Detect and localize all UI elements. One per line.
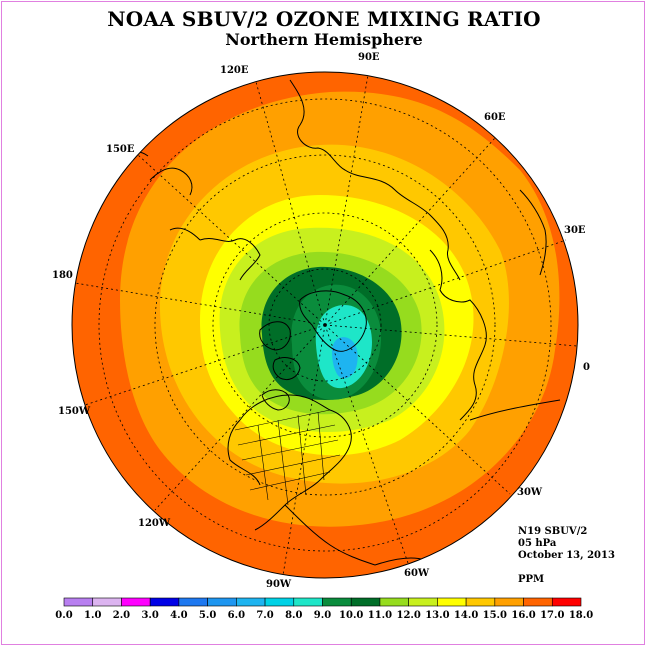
colorbar-swatch xyxy=(523,597,553,607)
colorbar-tick-label: 17.0 xyxy=(540,610,564,621)
colorbar-swatch xyxy=(293,597,323,607)
state-boundaries xyxy=(234,409,341,506)
colorbar-tick-label: 13.0 xyxy=(425,610,449,621)
lon-label-180: 180 xyxy=(52,270,73,281)
colorbar-tick-label: 1.0 xyxy=(84,610,101,621)
lon-label-30w: 30W xyxy=(517,487,543,498)
lon-label-120w: 120W xyxy=(138,518,171,529)
lon-label-90e: 90E xyxy=(358,52,380,63)
colorbar-swatch xyxy=(494,597,524,607)
colorbar-tick-label: 9.0 xyxy=(314,610,331,621)
date-label: October 13, 2013 xyxy=(518,550,615,561)
colorbar-tick-label: 11.0 xyxy=(368,610,392,621)
lon-label-120e: 120E xyxy=(220,65,249,76)
colorbar-swatch xyxy=(207,597,237,607)
colorbar-tick-label: 0.0 xyxy=(55,610,72,621)
colorbar-swatch xyxy=(236,597,266,607)
colorbar-tick-label: 14.0 xyxy=(454,610,478,621)
colorbar-swatch xyxy=(322,597,352,607)
colorbar-tick-label: 7.0 xyxy=(256,610,273,621)
colorbar-swatch xyxy=(63,597,94,607)
colorbar-swatch xyxy=(408,597,438,607)
map-boundary xyxy=(71,71,579,579)
colorbar-tick-label: 8.0 xyxy=(285,610,302,621)
lon-label-30e: 30E xyxy=(564,225,586,236)
colorbar-tick-label: 5.0 xyxy=(199,610,216,621)
lon-label-60w: 60W xyxy=(404,568,430,579)
colorbar-swatch xyxy=(149,597,180,607)
colorbar-swatch xyxy=(178,597,208,607)
colorbar-tick-label: 12.0 xyxy=(396,610,420,621)
colorbar-tick-label: 2.0 xyxy=(113,610,130,621)
colorbar-tick-label: 6.0 xyxy=(228,610,245,621)
colorbar-tick-label: 16.0 xyxy=(511,610,535,621)
latitude-circles xyxy=(98,98,552,552)
lon-label-90w: 90W xyxy=(266,579,292,590)
colorbar-swatch xyxy=(121,597,151,607)
colorbar-tick-label: 10.0 xyxy=(339,610,363,621)
meridians xyxy=(74,74,578,576)
colorbar-tick-label: 3.0 xyxy=(141,610,158,621)
colorbar-tick-label: 4.0 xyxy=(170,610,187,621)
colorbar-tick-label: 15.0 xyxy=(483,610,507,621)
colorbar-swatch xyxy=(379,597,409,607)
pressure-level-label: 05 hPa xyxy=(518,538,557,549)
unit-label: PPM xyxy=(518,574,545,585)
colorbar-swatch xyxy=(92,597,122,607)
colorbar-swatch xyxy=(551,597,582,607)
colorbar: 0.0 1.0 2.0 3.0 4.0 5.0 6.0 7.0 8.0 9.0 10.0 11.0 12… xyxy=(55,597,593,621)
colorbar-swatch xyxy=(437,597,467,607)
satellite-label: N19 SBUV/2 xyxy=(518,526,588,537)
lon-label-150e: 150E xyxy=(106,144,135,155)
map-title: NOAA SBUV/2 OZONE MIXING RATIO xyxy=(107,7,541,31)
lon-label-60e: 60E xyxy=(484,112,506,123)
colorbar-swatch xyxy=(465,597,496,607)
map-subtitle: Northern Hemisphere xyxy=(225,30,423,49)
longitude-labels: 0 30E 60E 90E 120E 150E 180 150W 120W 90… xyxy=(52,52,590,590)
lon-label-0: 0 xyxy=(583,362,590,373)
lon-label-150w: 150W xyxy=(58,406,91,417)
colorbar-swatch xyxy=(264,597,295,607)
colorbar-tick-label: 18.0 xyxy=(569,610,593,621)
colorbar-swatch xyxy=(350,597,381,607)
